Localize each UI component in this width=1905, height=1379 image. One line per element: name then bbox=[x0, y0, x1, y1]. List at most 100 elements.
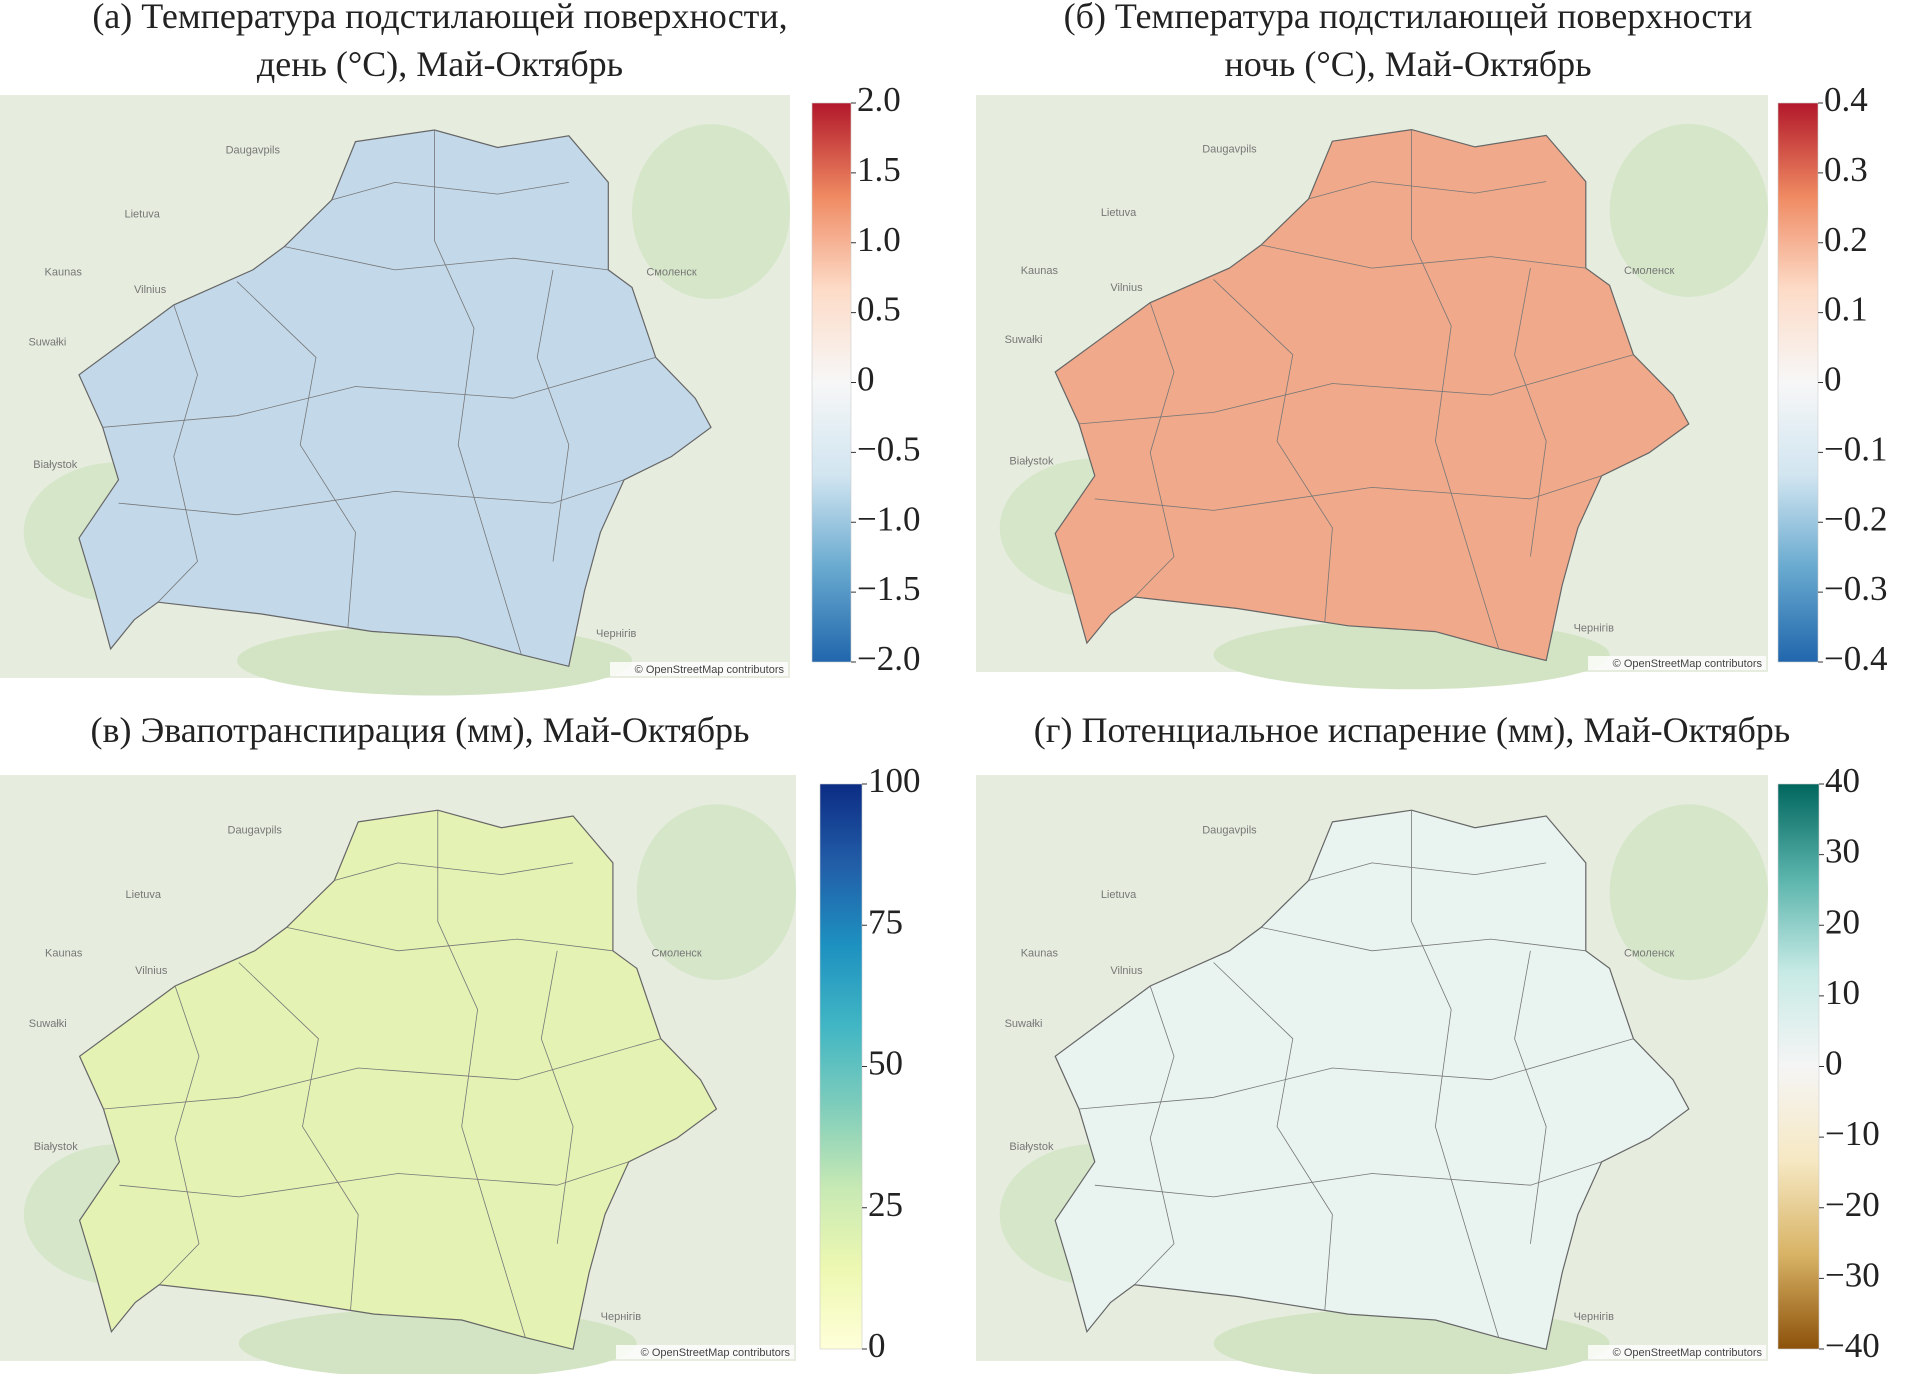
place-label: Daugavpils bbox=[1202, 144, 1257, 156]
district-border bbox=[103, 1038, 661, 1110]
place-label: Смоленск bbox=[651, 948, 701, 960]
district-border bbox=[1094, 1161, 1602, 1198]
district-border bbox=[286, 927, 613, 952]
place-label: Kaunas bbox=[1021, 265, 1059, 277]
place-label: Kaunas bbox=[45, 267, 83, 279]
place-label: Смоленск bbox=[646, 267, 696, 279]
district-border bbox=[158, 985, 200, 1286]
place-label: Чернігів bbox=[601, 1311, 642, 1323]
colorbar-tick-label: 40 bbox=[1825, 761, 1860, 800]
panel-title: (г) Потенциальное испарение (мм), Май-Ок… bbox=[1034, 710, 1790, 750]
place-label: Vilnius bbox=[1110, 965, 1143, 977]
country bbox=[1054, 128, 1690, 662]
attribution-bg bbox=[610, 662, 788, 676]
place-label: Białystok bbox=[34, 1141, 79, 1153]
place-label: Daugavpils bbox=[226, 144, 281, 156]
district-border bbox=[1261, 927, 1586, 952]
place-label: Lietuva bbox=[124, 208, 160, 220]
place-label: Kaunas bbox=[45, 948, 83, 960]
colorbar-tick-label: 0 bbox=[857, 360, 875, 399]
colorbar bbox=[811, 102, 852, 663]
place-label: Kaunas bbox=[1021, 948, 1059, 960]
colorbar bbox=[1777, 783, 1820, 1350]
colorbar-tick-label: −30 bbox=[1825, 1255, 1880, 1294]
colorbar-tick-label: 0.4 bbox=[1824, 80, 1868, 119]
place-label: Lietuva bbox=[1101, 889, 1137, 901]
district-borders bbox=[1078, 810, 1634, 1338]
basemap-forest bbox=[1609, 804, 1769, 981]
district-border bbox=[1134, 302, 1175, 598]
colorbar-tick-label: −0.3 bbox=[1824, 569, 1888, 608]
map-panel: (г) Потенциальное испарение (мм), Май-Ок… bbox=[976, 710, 1880, 1379]
map-panel: (а) Температура подстилающей поверхности… bbox=[0, 0, 921, 696]
attribution: © OpenStreetMap contributors bbox=[1613, 658, 1763, 670]
colorbar-tick-label: 75 bbox=[868, 902, 903, 941]
panel-title: (а) Температура подстилающей поверхности… bbox=[92, 0, 787, 36]
place-label: Чернігів bbox=[596, 628, 637, 640]
colorbar-tick-label: −0.1 bbox=[1824, 429, 1888, 468]
district-border bbox=[119, 1161, 629, 1198]
place-label: Vilnius bbox=[1110, 282, 1143, 294]
district-border bbox=[157, 304, 198, 603]
district-border bbox=[284, 246, 609, 271]
district-border bbox=[1308, 862, 1547, 881]
colorbar-tick-label: 2.0 bbox=[857, 80, 901, 119]
district-border bbox=[1261, 244, 1586, 269]
attribution: © OpenStreetMap contributors bbox=[635, 664, 785, 676]
country bbox=[78, 809, 718, 1351]
panel-title: (в) Эвапотранспирация (мм), Май-Октябрь bbox=[91, 710, 750, 750]
country bbox=[78, 129, 712, 668]
district-border bbox=[334, 862, 574, 881]
colorbar-tick-label: 0 bbox=[1825, 1044, 1843, 1083]
place-label: Białystok bbox=[33, 459, 78, 471]
attribution-bg bbox=[1588, 656, 1766, 670]
place-label: Смоленск bbox=[1624, 265, 1674, 277]
district-border bbox=[1514, 268, 1547, 557]
place-label: Daugavpils bbox=[228, 825, 283, 837]
district-border bbox=[437, 810, 526, 1338]
basemap-forest bbox=[1609, 123, 1769, 297]
place-label: Чернігів bbox=[1574, 1311, 1615, 1323]
place-label: Suwałki bbox=[28, 337, 66, 349]
district-border bbox=[1411, 810, 1500, 1338]
attribution: © OpenStreetMap contributors bbox=[1613, 1347, 1763, 1359]
colorbar-tick-label: 0.1 bbox=[1824, 290, 1868, 329]
colorbar-tick-label: 1.0 bbox=[857, 220, 901, 259]
colorbar-tick-label: 0.3 bbox=[1824, 150, 1868, 189]
colorbar-tick-label: −2.0 bbox=[857, 639, 921, 678]
basemap-forest bbox=[636, 804, 797, 981]
district-border bbox=[1134, 985, 1175, 1286]
colorbar-tick-label: −0.2 bbox=[1824, 499, 1888, 538]
place-label: Смоленск bbox=[1624, 948, 1674, 960]
colorbar bbox=[1777, 102, 1819, 663]
district-border bbox=[536, 269, 570, 562]
place-label: Suwałki bbox=[1005, 334, 1043, 346]
panel-title: ночь (°С), Май-Октябрь bbox=[1224, 44, 1591, 84]
colorbar-tick-label: 0 bbox=[1824, 360, 1842, 399]
country bbox=[1054, 809, 1690, 1351]
district-border bbox=[1078, 354, 1634, 425]
place-label: Vilnius bbox=[134, 284, 167, 296]
place-label: Lietuva bbox=[126, 889, 162, 901]
attribution-bg bbox=[1588, 1345, 1766, 1359]
place-label: Lietuva bbox=[1101, 207, 1137, 219]
district-border bbox=[434, 130, 522, 655]
district-borders bbox=[1078, 129, 1634, 650]
place-label: Suwałki bbox=[1005, 1018, 1043, 1030]
district-border bbox=[238, 962, 359, 1315]
colorbar-tick-label: 50 bbox=[868, 1044, 903, 1083]
colorbar-tick-label: −20 bbox=[1825, 1185, 1880, 1224]
panel-title: день (°С), Май-Октябрь bbox=[257, 44, 623, 84]
place-label: Suwałki bbox=[29, 1018, 67, 1030]
panel-title: (б) Температура подстилающей поверхности bbox=[1064, 0, 1753, 36]
district-border bbox=[118, 479, 625, 516]
place-label: Białystok bbox=[1009, 1141, 1054, 1153]
attribution-bg bbox=[616, 1345, 794, 1359]
map-panel: (в) Эвапотранспирация (мм), Май-Октябрь L… bbox=[0, 710, 921, 1379]
place-label: Чернігів bbox=[1574, 623, 1615, 635]
colorbar-tick-label: −1.0 bbox=[857, 499, 921, 538]
colorbar-tick-label: 0.5 bbox=[857, 290, 901, 329]
colorbar-tick-label: 1.5 bbox=[857, 150, 901, 189]
